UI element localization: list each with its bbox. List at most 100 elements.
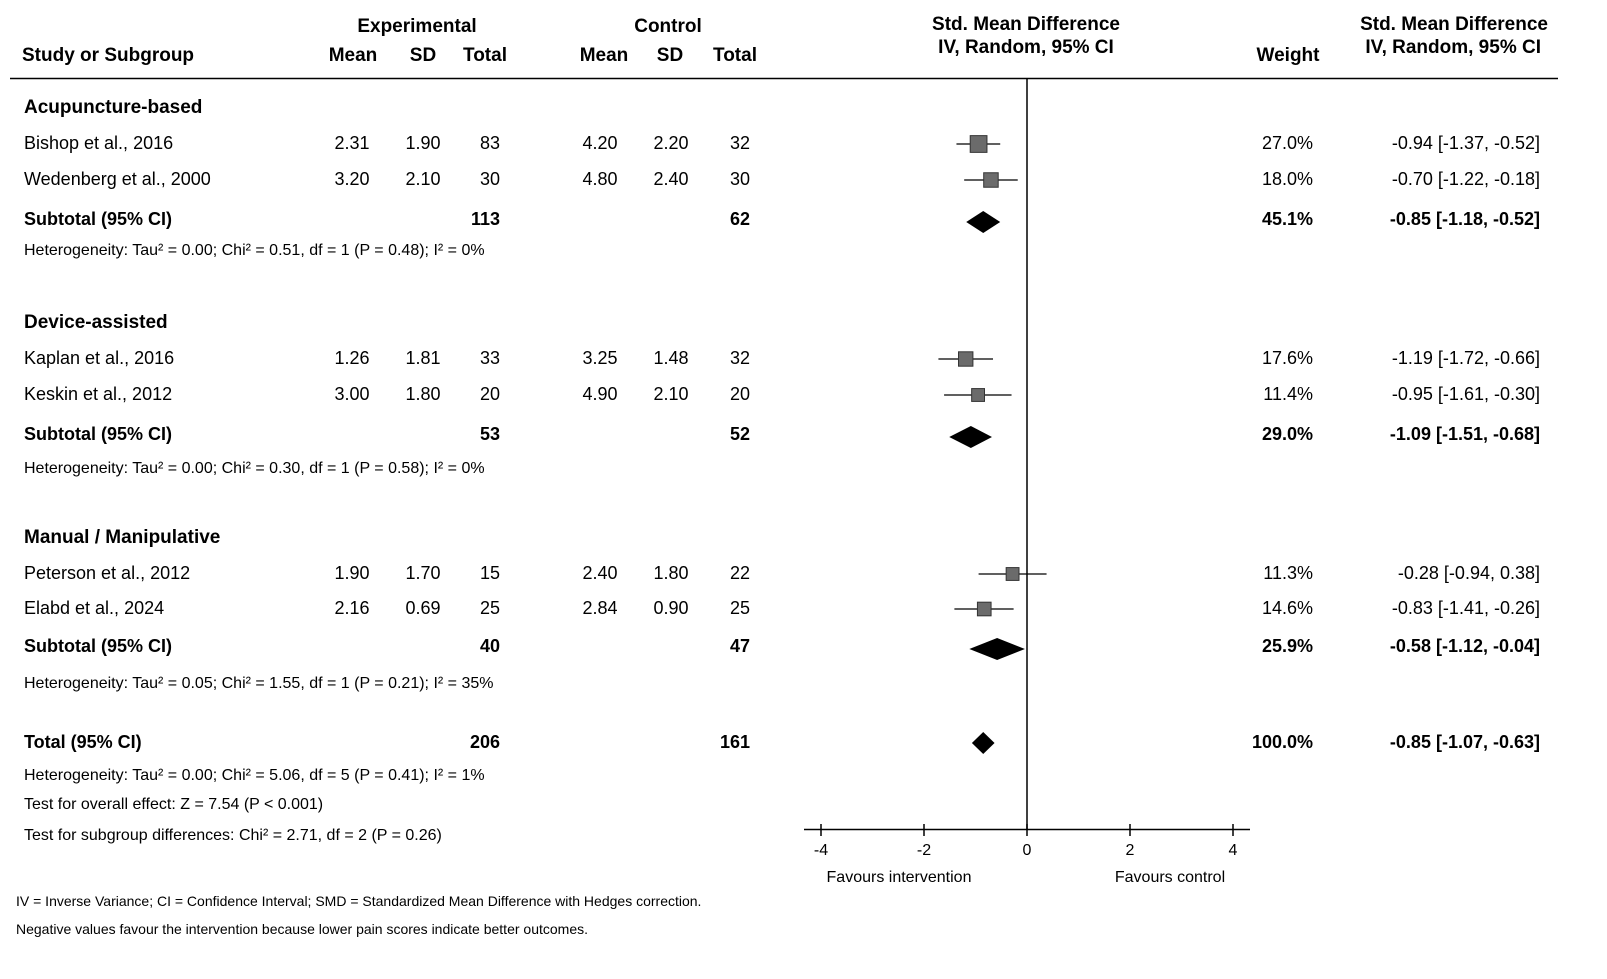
exp-mean-cell: 1.26 <box>334 348 370 368</box>
overall-effect-test: Test for overall effect: Z = 7.54 (P < 0… <box>24 796 324 813</box>
subtotal-diamond <box>969 638 1025 660</box>
total-exp-total: 206 <box>469 732 500 752</box>
ctl-total-cell: 30 <box>729 169 750 189</box>
header-experimental: Experimental <box>357 16 477 37</box>
header-study: Study or Subgroup <box>22 45 195 66</box>
total-ci: -0.85 [-1.07, -0.63] <box>1389 732 1540 752</box>
total-label: Total (95% CI) <box>24 732 142 752</box>
subtotal-ci: -0.58 [-1.12, -0.04] <box>1389 636 1540 656</box>
effect-square <box>958 351 974 367</box>
header-ctl-mean: Mean <box>579 45 629 66</box>
subtotal-weight: 29.0% <box>1261 424 1313 444</box>
study-label: Elabd et al., 2024 <box>24 598 165 618</box>
total-weight: 100.0% <box>1251 732 1313 752</box>
footnote-abbreviations: IV = Inverse Variance; CI = Confidence I… <box>16 893 702 909</box>
exp-mean-cell: 3.20 <box>334 169 370 189</box>
subtotal-exp-total: 40 <box>479 636 500 656</box>
exp-sd-cell: 2.10 <box>405 169 441 189</box>
ctl-mean-cell: 2.84 <box>582 598 618 618</box>
exp-total-cell: 30 <box>479 169 500 189</box>
heterogeneity-text: Heterogeneity: Tau² = 0.05; Chi² = 1.55,… <box>24 675 494 692</box>
ctl-mean-cell: 4.20 <box>582 133 618 153</box>
exp-total-cell: 15 <box>479 563 500 583</box>
header-exp-mean: Mean <box>328 45 378 66</box>
header-smd-title: Std. Mean Difference <box>1360 14 1548 35</box>
ctl-mean-cell: 2.40 <box>582 563 618 583</box>
smd-ci-cell: -0.94 [-1.37, -0.52] <box>1391 133 1540 153</box>
subtotal-ctl-total: 52 <box>729 424 750 444</box>
exp-mean-cell: 1.90 <box>334 563 370 583</box>
ctl-sd-cell: 0.90 <box>653 598 689 618</box>
effect-square <box>1005 567 1020 581</box>
weight-cell: 18.0% <box>1261 169 1313 189</box>
study-label: Peterson et al., 2012 <box>24 563 191 583</box>
ctl-sd-cell: 2.20 <box>653 133 689 153</box>
exp-mean-cell: 2.16 <box>334 598 370 618</box>
group-heading: Manual / Manipulative <box>24 527 221 548</box>
subtotal-label: Subtotal (95% CI) <box>24 636 173 656</box>
smd-ci-cell: -1.19 [-1.72, -0.66] <box>1391 348 1540 368</box>
weight-cell: 11.3% <box>1263 563 1313 583</box>
header-ctl-total: Total <box>713 45 757 66</box>
subtotal-diamond <box>966 211 1001 233</box>
weight-cell: 11.4% <box>1263 384 1313 404</box>
exp-sd-cell: 1.90 <box>405 133 441 153</box>
smd-ci-cell: -0.70 [-1.22, -0.18] <box>1391 169 1540 189</box>
total-ctl-total: 161 <box>719 732 750 752</box>
exp-total-cell: 83 <box>479 133 500 153</box>
ctl-total-cell: 32 <box>729 348 750 368</box>
exp-sd-cell: 0.69 <box>405 598 441 618</box>
subtotal-label: Subtotal (95% CI) <box>24 424 173 444</box>
effect-square <box>969 135 988 153</box>
exp-sd-cell: 1.81 <box>405 348 441 368</box>
header-smd-method: IV, Random, 95% CI <box>1365 37 1541 58</box>
smd-ci-cell: -0.28 [-0.94, 0.38] <box>1397 563 1540 583</box>
subtotal-exp-total: 53 <box>479 424 500 444</box>
study-label: Bishop et al., 2016 <box>24 133 174 153</box>
subtotal-weight: 25.9% <box>1261 636 1313 656</box>
ctl-total-cell: 22 <box>729 563 750 583</box>
group-heading: Device-assisted <box>24 312 168 333</box>
subtotal-ctl-total: 47 <box>729 636 750 656</box>
header-plot-method: IV, Random, 95% CI <box>938 37 1114 58</box>
exp-mean-cell: 2.31 <box>334 133 370 153</box>
footnote-interpretation: Negative values favour the intervention … <box>16 921 588 937</box>
subgroup-difference-test: Test for subgroup differences: Chi² = 2.… <box>24 827 442 844</box>
x-tick-label: 0 <box>1022 842 1032 859</box>
effect-square <box>983 172 999 188</box>
x-tick-label: -2 <box>916 842 932 859</box>
exp-mean-cell: 3.00 <box>334 384 370 404</box>
header-exp-sd: SD <box>409 45 437 66</box>
smd-ci-cell: -0.83 [-1.41, -0.26] <box>1391 598 1540 618</box>
subtotal-ci: -0.85 [-1.18, -0.52] <box>1389 209 1540 229</box>
subtotal-ctl-total: 62 <box>729 209 750 229</box>
total-heterogeneity: Heterogeneity: Tau² = 0.00; Chi² = 5.06,… <box>24 767 485 784</box>
weight-cell: 14.6% <box>1261 598 1313 618</box>
group-heading: Acupuncture-based <box>24 97 203 118</box>
subtotal-diamond <box>949 426 992 448</box>
header-control: Control <box>634 16 702 37</box>
study-label: Kaplan et al., 2016 <box>24 348 175 368</box>
ctl-mean-cell: 4.90 <box>582 384 618 404</box>
exp-sd-cell: 1.70 <box>405 563 441 583</box>
ctl-sd-cell: 1.48 <box>653 348 689 368</box>
x-tick-label: -4 <box>813 842 829 859</box>
x-tick-label: 2 <box>1125 842 1135 859</box>
ctl-sd-cell: 2.10 <box>653 384 689 404</box>
ctl-sd-cell: 1.80 <box>653 563 689 583</box>
header-ctl-sd: SD <box>656 45 684 66</box>
total-diamond <box>971 732 995 754</box>
heterogeneity-text: Heterogeneity: Tau² = 0.00; Chi² = 0.30,… <box>24 460 485 477</box>
exp-sd-cell: 1.80 <box>405 384 441 404</box>
subtotal-exp-total: 113 <box>470 209 500 229</box>
ctl-total-cell: 20 <box>729 384 750 404</box>
study-label: Wedenberg et al., 2000 <box>24 169 211 189</box>
header-plot-title: Std. Mean Difference <box>932 14 1120 35</box>
exp-total-cell: 33 <box>479 348 500 368</box>
subtotal-label: Subtotal (95% CI) <box>24 209 173 229</box>
ctl-mean-cell: 3.25 <box>582 348 618 368</box>
study-label: Keskin et al., 2012 <box>24 384 173 404</box>
heterogeneity-text: Heterogeneity: Tau² = 0.00; Chi² = 0.51,… <box>24 242 485 259</box>
